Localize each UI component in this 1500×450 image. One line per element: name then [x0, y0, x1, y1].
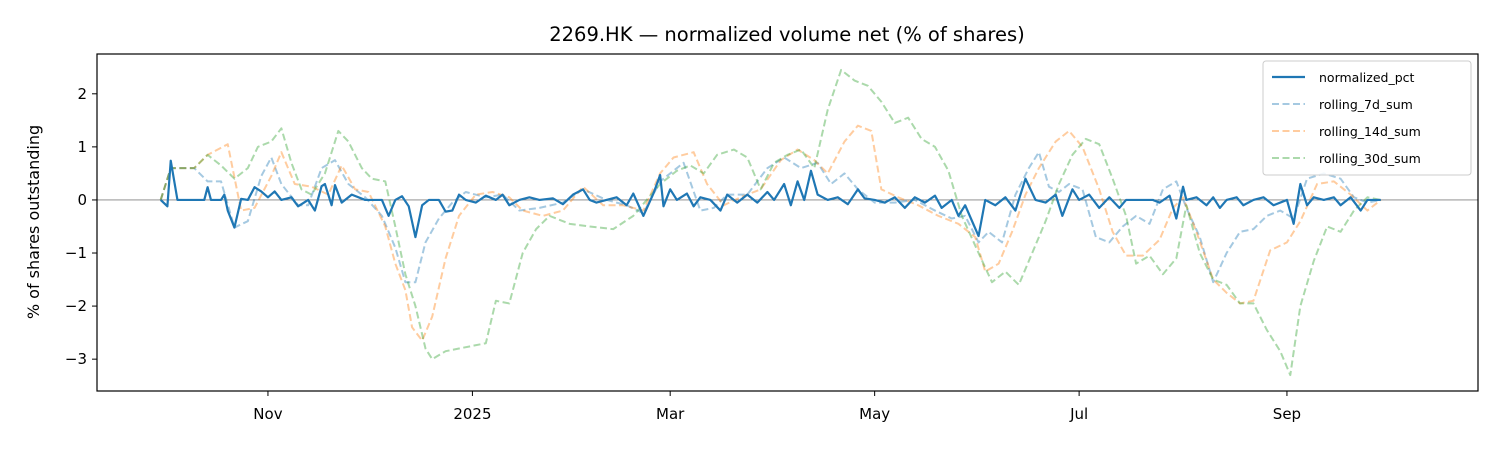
y-tick-label: 2	[77, 85, 87, 103]
x-tick-label: Sep	[1273, 405, 1301, 423]
legend: normalized_pct rolling_7d_sum rolling_14d_…	[1262, 60, 1472, 176]
legend-label: rolling_7d_sum	[1319, 97, 1413, 112]
series-line-rolling-14d-sum	[159, 124, 1382, 342]
plot-area	[96, 53, 1479, 392]
y-axis-ticks: −3 −2 −1 0 1 2	[65, 85, 97, 368]
series-line-rolling-7d-sum	[159, 151, 1381, 284]
series-line-normalized-pct	[159, 159, 1381, 239]
series-line-rolling-30d-sum	[159, 68, 1381, 377]
y-tick-label: −3	[65, 350, 87, 368]
chart-title: 2269.HK — normalized volume net (% of sh…	[549, 23, 1025, 46]
plot-frame	[96, 53, 1479, 392]
legend-label: normalized_pct	[1319, 70, 1415, 85]
x-tick-label: Mar	[656, 405, 685, 423]
legend-box	[1262, 60, 1472, 176]
y-tick-label: −1	[65, 244, 87, 262]
x-tick-label: 2025	[453, 405, 491, 423]
x-tick-label: Nov	[253, 405, 282, 423]
x-tick-label: Jul	[1069, 405, 1088, 423]
x-tick-label: May	[859, 405, 890, 423]
legend-label: rolling_14d_sum	[1319, 124, 1421, 139]
x-axis-ticks: Nov 2025 Mar May Jul Sep	[253, 391, 1301, 423]
legend-label: rolling_30d_sum	[1319, 151, 1421, 166]
y-axis-title: % of shares outstanding	[24, 125, 43, 319]
y-tick-label: −2	[65, 297, 87, 315]
y-tick-label: 0	[77, 191, 87, 209]
y-tick-label: 1	[77, 138, 87, 156]
